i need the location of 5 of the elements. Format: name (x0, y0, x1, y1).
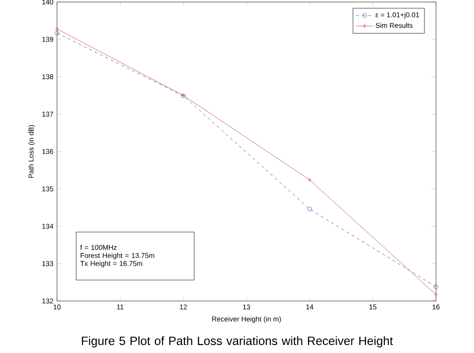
point (307, 206, 312, 212)
caption: Figure 5 Plot of Path Loss variations with Receiver Height (82, 336, 393, 348)
point (54, 30, 60, 36)
point (307, 178, 312, 182)
point (434, 284, 438, 289)
